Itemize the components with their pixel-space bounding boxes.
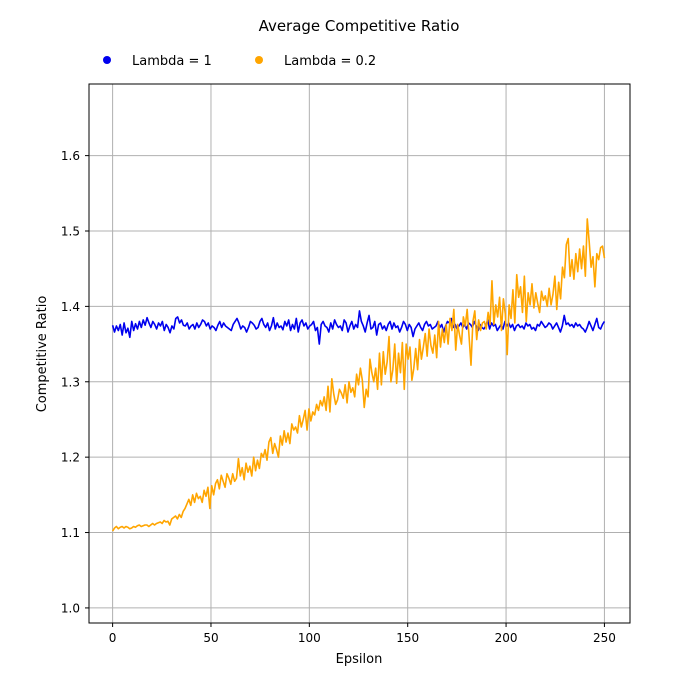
x-tick-label: 150 <box>396 631 419 645</box>
x-tick-label: 0 <box>109 631 117 645</box>
legend: Lambda = 1 Lambda = 0.2 <box>103 54 376 69</box>
series-lines <box>111 218 606 532</box>
y-tick-label: 1.5 <box>61 225 80 239</box>
y-tick-label: 1.2 <box>61 451 80 465</box>
plot-frame <box>88 83 631 624</box>
x-tick-label: 250 <box>593 631 616 645</box>
x-tick-label: 100 <box>298 631 321 645</box>
y-tick-label: 1.3 <box>61 375 80 389</box>
series-line-2 <box>111 218 606 532</box>
x-axis: 0 50 100 150 200 250 <box>109 623 616 645</box>
y-tick-label: 1.6 <box>61 149 80 163</box>
legend-marker-1 <box>103 56 111 64</box>
y-tick-label: 1.1 <box>61 526 80 540</box>
legend-label-2: Lambda = 0.2 <box>284 54 376 69</box>
grid-lines <box>89 84 630 623</box>
x-tick-label: 50 <box>203 631 218 645</box>
legend-marker-2 <box>255 56 263 64</box>
chart-title: Average Competitive Ratio <box>259 17 460 35</box>
x-axis-label: Epsilon <box>336 652 383 667</box>
y-axis: 1.0 1.1 1.2 1.3 1.4 1.5 1.6 <box>61 149 89 615</box>
y-axis-label: Competitive Ratio <box>35 296 50 413</box>
y-tick-label: 1.4 <box>61 300 80 314</box>
x-tick-label: 200 <box>495 631 518 645</box>
y-tick-label: 1.0 <box>61 601 80 615</box>
legend-label-1: Lambda = 1 <box>132 54 212 69</box>
series-line-1 <box>111 310 606 345</box>
